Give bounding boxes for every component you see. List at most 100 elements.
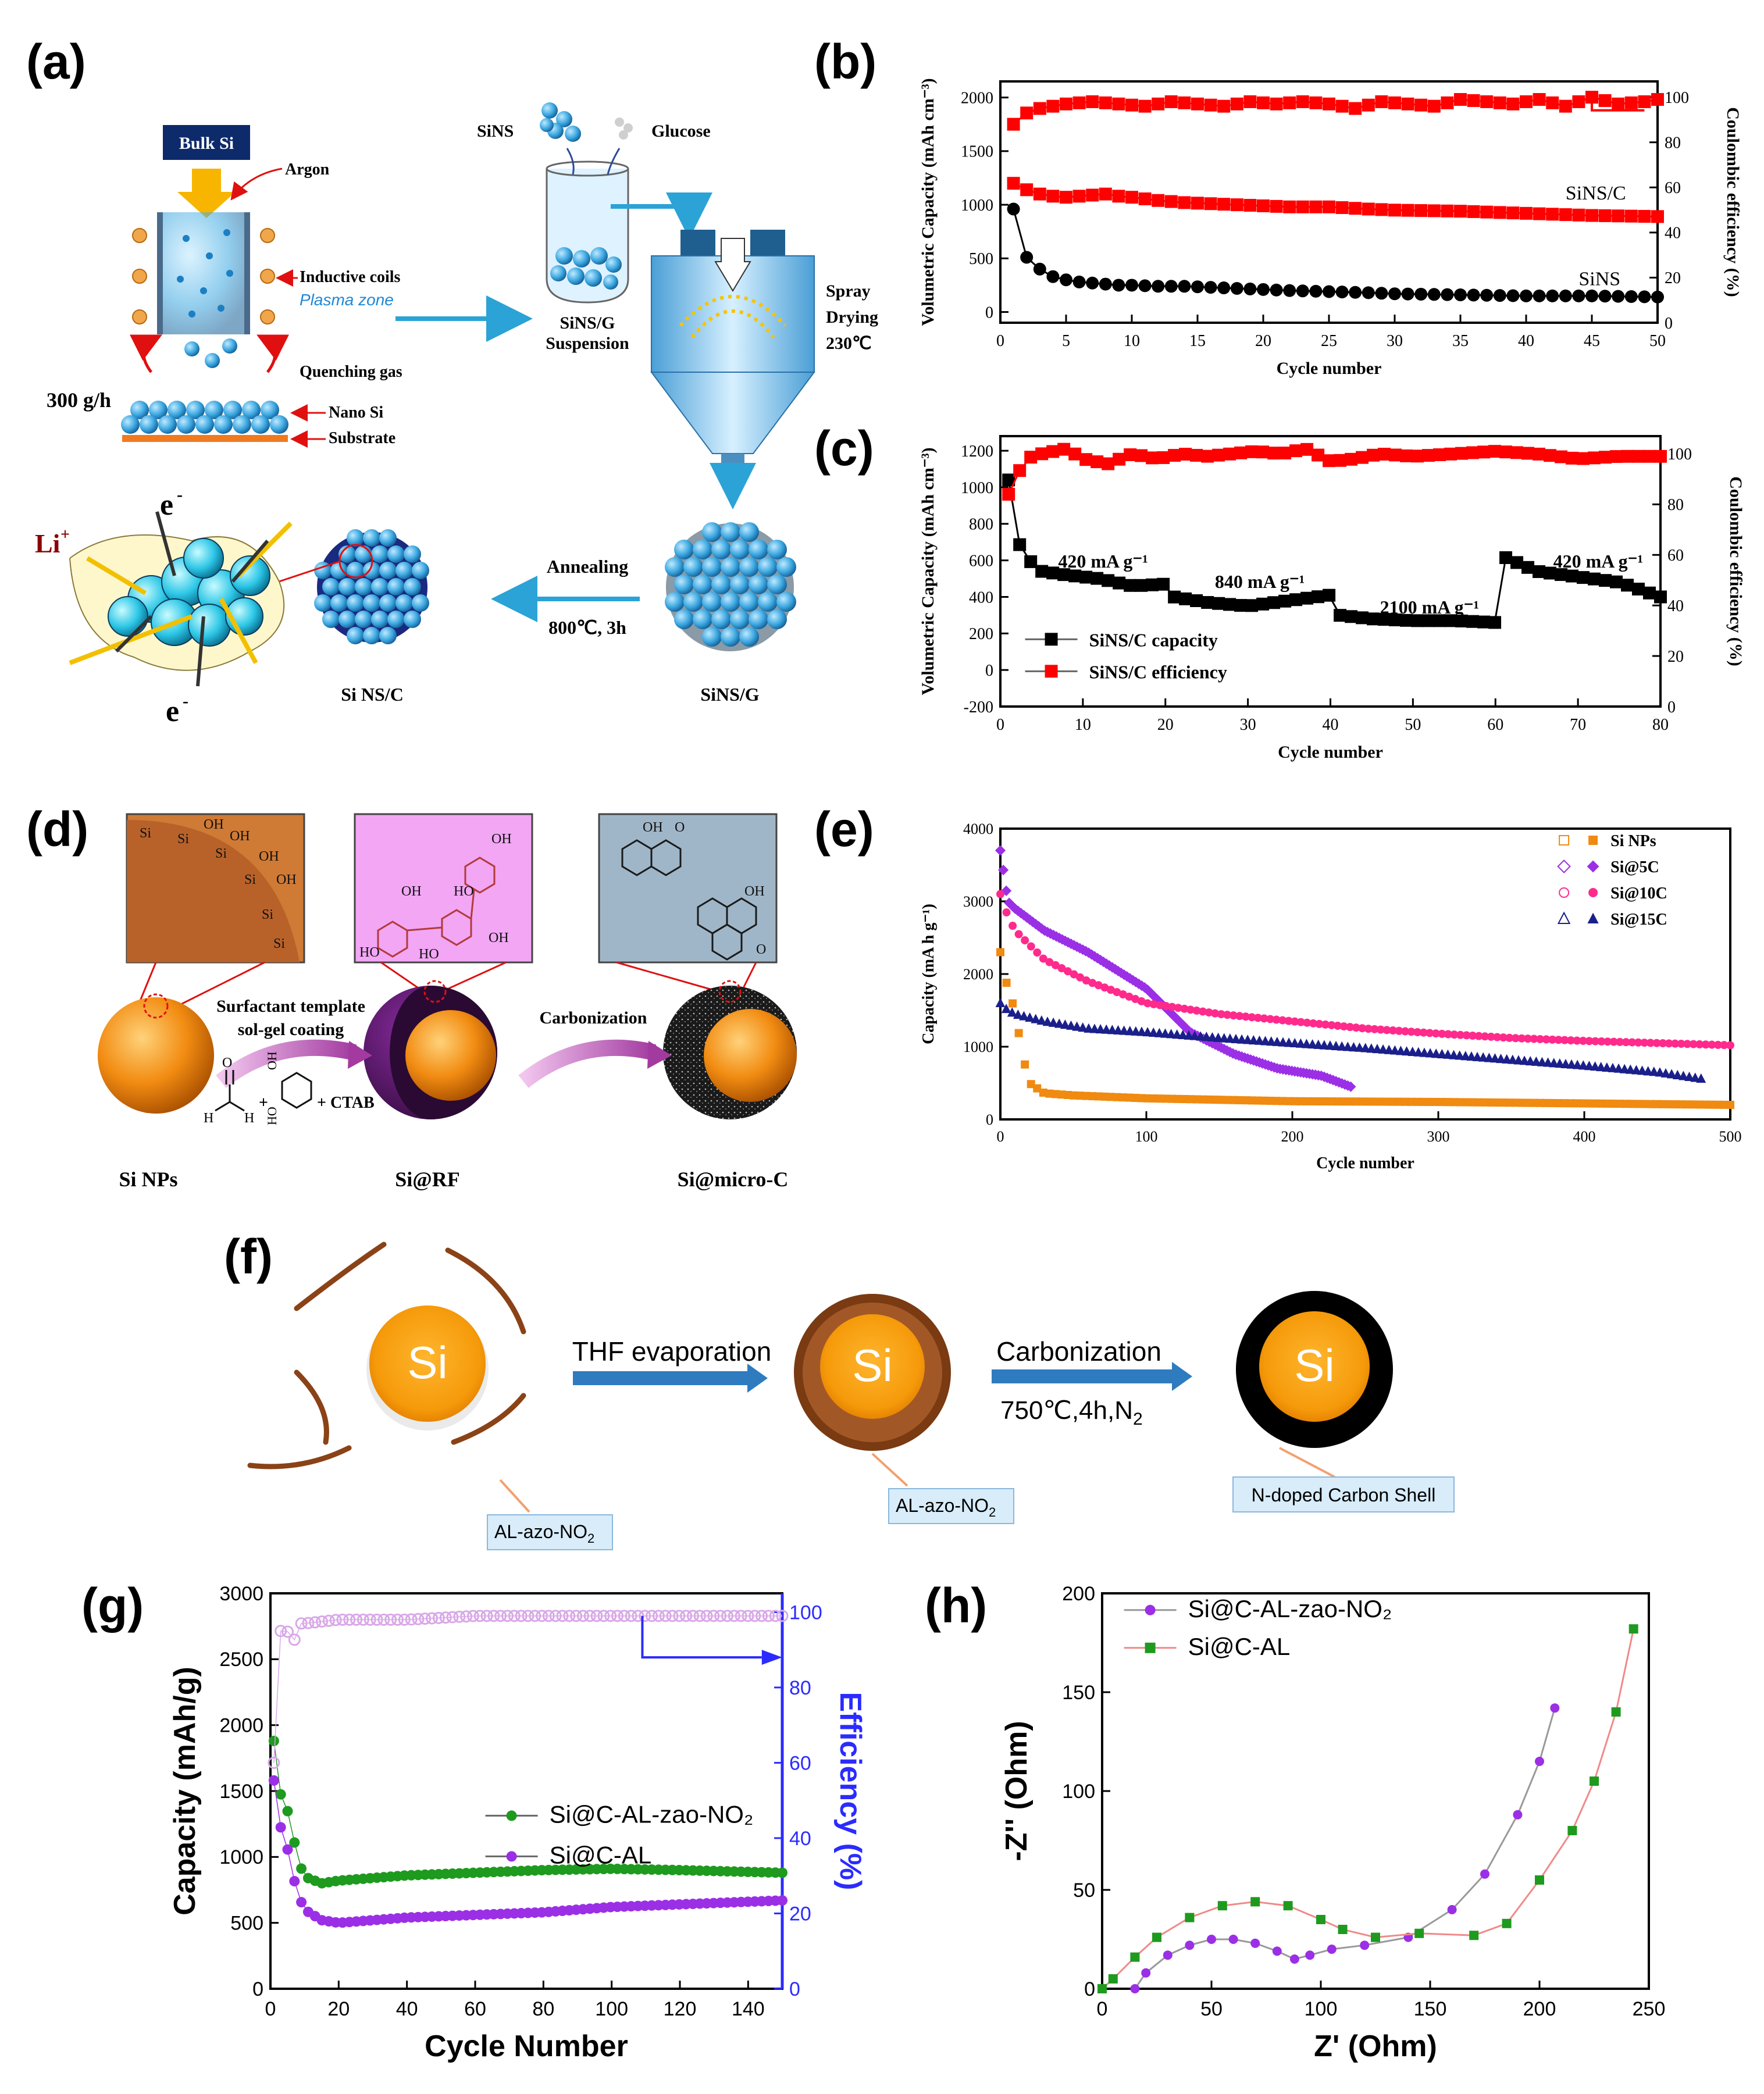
data-point: [639, 1610, 651, 1622]
data-point: [1611, 1707, 1621, 1717]
data-point: [370, 1613, 383, 1626]
data-point: [1652, 1039, 1661, 1047]
data-point: [1425, 1048, 1435, 1058]
data-point: [1638, 95, 1651, 108]
data-point: [1185, 1913, 1195, 1922]
data-point: [1597, 1037, 1606, 1046]
data-point: [1178, 280, 1191, 293]
data-point: [1204, 98, 1217, 112]
sinsg-particle: [721, 557, 740, 577]
data-point: [1510, 446, 1524, 459]
data-point: [1031, 1014, 1041, 1023]
data-point: [1577, 571, 1590, 584]
data-point: [1260, 1014, 1268, 1023]
sinsg-particle: [721, 627, 740, 647]
y2-axis-label: Coulombic efficiency (%): [1726, 476, 1745, 666]
data-point: [1152, 280, 1165, 293]
data-point: [1431, 1097, 1440, 1106]
data-point: [1533, 447, 1546, 461]
y-tick-label: 0: [986, 1111, 993, 1128]
data-point: [1382, 1026, 1391, 1034]
data-point: [1469, 1098, 1477, 1107]
data-point: [1278, 447, 1292, 460]
bulk-si-box: [163, 125, 250, 160]
data-point: [1186, 1095, 1195, 1104]
data-point: [1433, 448, 1446, 461]
data-point: [1677, 1039, 1685, 1048]
legend-marker: [1145, 1642, 1156, 1653]
data-point: [1591, 1037, 1599, 1046]
data-point: [1027, 942, 1035, 951]
y2-tick-label: 20: [1665, 269, 1681, 287]
data-point: [1189, 1030, 1200, 1040]
sinsc-particle: [363, 529, 380, 547]
data-point: [1493, 1033, 1502, 1041]
data-point: [536, 1610, 548, 1622]
data-point: [1634, 1038, 1642, 1047]
data-point: [1223, 1011, 1232, 1019]
si-np-sphere: [98, 997, 214, 1114]
sinsc-particle: [355, 611, 372, 628]
sinsc-particle: [412, 594, 429, 612]
data-point: [1375, 287, 1388, 300]
data-point: [1621, 450, 1634, 463]
x-tick-label: 140: [732, 1998, 765, 2020]
data-point: [1407, 1097, 1416, 1106]
data-point: [1166, 1029, 1177, 1039]
data-point: [1243, 199, 1257, 212]
data-point: [728, 1610, 740, 1622]
data-point: [1427, 204, 1441, 217]
data-point: [1138, 279, 1152, 292]
data-point: [1480, 205, 1494, 219]
data-point: [1616, 1037, 1624, 1046]
data-point: [1283, 1901, 1293, 1911]
data-point: [1230, 281, 1243, 295]
data-point: [1419, 1028, 1428, 1037]
data-point: [1346, 1023, 1355, 1032]
data-point: [1178, 196, 1191, 209]
data-point: [1296, 1097, 1305, 1105]
legend-label: SiNS/C efficiency: [1089, 661, 1227, 682]
data-point: [1499, 1033, 1508, 1042]
data-point: [1584, 1061, 1594, 1071]
sinsg-particle: [739, 522, 759, 542]
data-point: [1156, 1094, 1164, 1103]
y-tick-label: 0: [985, 662, 993, 680]
data-point: [1082, 976, 1091, 985]
data-point: [1234, 446, 1248, 459]
data-point: [1204, 1095, 1213, 1104]
data-point: [1454, 205, 1467, 218]
data-point: [391, 1613, 404, 1626]
data-point: [1488, 616, 1502, 629]
data-point: [1168, 590, 1181, 604]
data-point: [1559, 289, 1572, 302]
data-point: [1646, 1039, 1655, 1047]
sinsc-label: Si NS/C: [341, 684, 404, 705]
data-point: [1145, 987, 1156, 998]
data-point: [1484, 1053, 1494, 1062]
data-point: [1124, 579, 1137, 592]
sinsg-particle: [674, 575, 694, 594]
x-axis-label: Cycle Number: [425, 2029, 628, 2063]
suspension-label-1: SiNS/G: [560, 313, 615, 333]
data-point: [1291, 1017, 1299, 1026]
series-e-3: [995, 997, 1706, 1083]
data-point: [1695, 1040, 1704, 1048]
x-axis-label: Z' (Ohm): [1314, 2029, 1437, 2063]
data-point: [302, 1617, 315, 1629]
data-point: [1419, 1097, 1428, 1106]
data-point: [1157, 577, 1170, 591]
data-point: [1654, 590, 1667, 604]
data-point: [1508, 1054, 1518, 1064]
carbonization-arrow-head: [1172, 1362, 1192, 1391]
data-point: [1367, 448, 1380, 462]
data-point: [1447, 1905, 1457, 1914]
data-point: [1490, 1053, 1500, 1063]
data-point: [1064, 1091, 1072, 1100]
data-point: [1019, 1011, 1029, 1021]
data-point: [1665, 1039, 1673, 1048]
sinsc-particle: [338, 545, 356, 563]
data-point: [1358, 1097, 1367, 1106]
oh-rf-2: OH: [491, 832, 512, 847]
